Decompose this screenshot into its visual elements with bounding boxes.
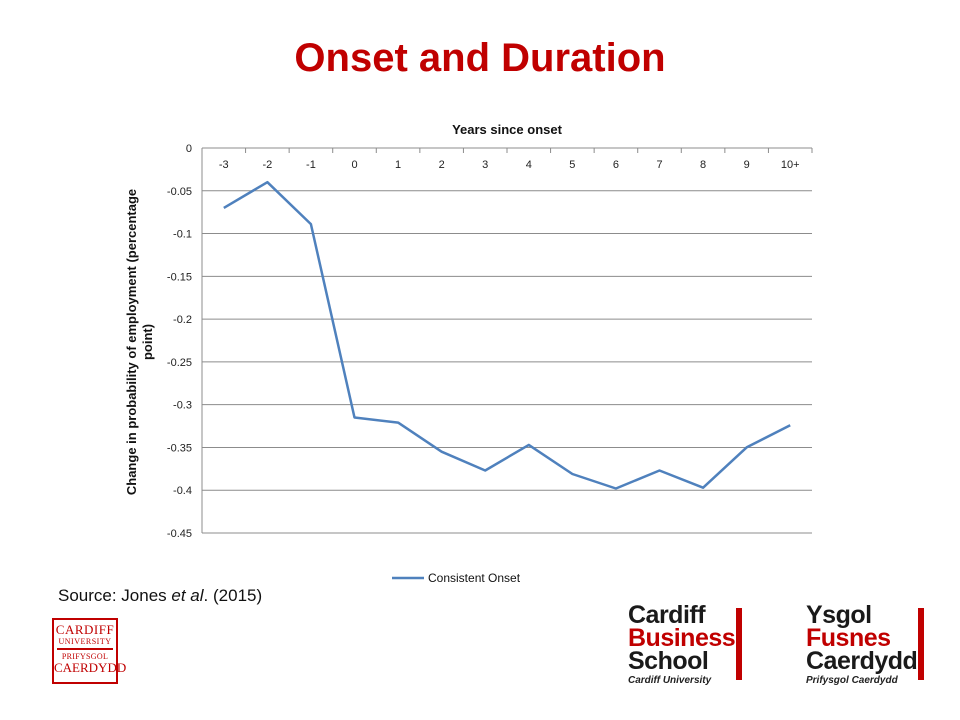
source-italic: et al (171, 586, 204, 605)
legend-label: Consistent Onset (428, 571, 521, 585)
y-tick-label: -0.3 (173, 400, 192, 412)
x-tick-label: 8 (700, 159, 706, 171)
x-tick-label: 1 (395, 159, 401, 171)
x-tick-label: 5 (569, 159, 575, 171)
x-tick-label: -1 (306, 159, 316, 171)
y-tick-label: -0.4 (173, 485, 192, 497)
y-tick-label: -0.45 (167, 528, 192, 540)
y-tick-label: 0 (186, 143, 192, 155)
logo-line: School (628, 647, 709, 675)
x-tick-label: -3 (219, 159, 229, 171)
y-tick-label: -0.25 (167, 357, 192, 369)
x-tick-label: 9 (744, 159, 750, 171)
x-tick-label: 4 (526, 159, 532, 171)
logo-line: Ysgol (806, 601, 872, 629)
cu-logo-divider (57, 648, 113, 650)
logo-line: Fusnes (806, 624, 891, 652)
x-tick-label: 7 (656, 159, 662, 171)
cardiff-university-logo: CARDIFF UNIVERSITY PRIFYSGOL CAERDYDD (52, 618, 127, 684)
series-line (223, 180, 791, 490)
y-tick-label: -0.15 (167, 271, 192, 283)
business-school-logo-en: Cardiff Business School Cardiff Universi… (628, 601, 742, 686)
logo-subtitle: Prifysgol Caerdydd (806, 675, 898, 686)
x-tick-label: 2 (439, 159, 445, 171)
y-tick-label: -0.35 (167, 442, 192, 454)
slide-title: Onset and Duration (294, 36, 666, 80)
cu-logo-line: CAERDYDD (54, 660, 127, 675)
logo-subtitle: Cardiff University (628, 675, 712, 686)
x-tick-label: 6 (613, 159, 619, 171)
x-tick-label: 0 (351, 159, 357, 171)
cu-logo-line: CARDIFF (55, 622, 115, 637)
y-tick-label: -0.2 (173, 314, 192, 326)
business-school-logo-cy: Ysgol Fusnes Caerdydd Prifysgol Caerdydd (806, 601, 924, 686)
source-citation: Source: Jones et al. (2015) (58, 586, 262, 606)
y-axis-title: Change in probability of employment (per… (124, 189, 155, 495)
x-tick-label: -2 (262, 159, 272, 171)
x-tick-label: 3 (482, 159, 488, 171)
logo-line: Caerdydd (806, 647, 918, 675)
logo-red-bar (918, 608, 924, 680)
x-tick-label: 10+ (781, 159, 800, 171)
logo-red-bar (736, 608, 742, 680)
x-axis-title: Years since onset (452, 122, 563, 137)
source-suffix: . (2015) (203, 586, 263, 605)
cu-logo-line: UNIVERSITY (58, 637, 112, 646)
y-tick-label: -0.1 (173, 229, 192, 241)
source-prefix: Source: Jones (58, 586, 172, 605)
y-tick-label: -0.05 (167, 186, 192, 198)
cu-logo-line: PRIFYSGOL (61, 652, 109, 661)
logo-line: Cardiff (628, 601, 706, 629)
logo-line: Business (628, 624, 736, 652)
